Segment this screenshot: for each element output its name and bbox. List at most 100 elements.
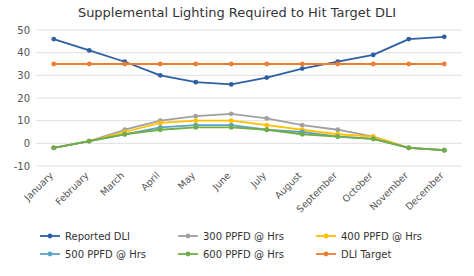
legend-marker xyxy=(324,234,329,239)
series xyxy=(51,62,446,67)
grid-line xyxy=(36,30,462,31)
point xyxy=(371,53,376,58)
point xyxy=(406,145,411,150)
x-tick-label: June xyxy=(210,170,233,193)
series xyxy=(51,111,446,152)
legend-marker xyxy=(48,252,53,257)
y-tick-label: 0 xyxy=(24,138,30,149)
point xyxy=(87,48,92,53)
point xyxy=(371,136,376,141)
y-axis: -1001020304050 xyxy=(14,25,462,172)
point xyxy=(335,62,340,67)
point xyxy=(300,62,305,67)
point xyxy=(193,118,198,123)
line xyxy=(54,127,445,150)
y-tick-label: 50 xyxy=(17,25,30,36)
point xyxy=(158,127,163,132)
point xyxy=(406,145,411,150)
series xyxy=(51,125,446,152)
y-tick-label: 30 xyxy=(17,70,30,81)
point xyxy=(264,127,269,132)
point xyxy=(51,62,56,67)
y-tick-label: 20 xyxy=(17,93,30,104)
series xyxy=(51,123,446,153)
point xyxy=(87,139,92,144)
point xyxy=(335,134,340,139)
line xyxy=(54,121,445,150)
point xyxy=(51,145,56,150)
series xyxy=(51,118,446,152)
y-tick-label: -10 xyxy=(14,161,30,172)
point xyxy=(264,75,269,80)
x-tick-label: March xyxy=(98,170,126,198)
point xyxy=(406,145,411,150)
legend-label: Reported DLI xyxy=(65,231,130,242)
legend: Reported DLI300 PPFD @ Hrs400 PPFD @ Hrs… xyxy=(40,231,422,260)
point xyxy=(300,123,305,128)
point xyxy=(371,136,376,141)
point xyxy=(442,148,447,153)
x-tick-label: September xyxy=(294,170,339,215)
line xyxy=(54,37,445,85)
point xyxy=(335,134,340,139)
x-tick-label: December xyxy=(403,170,446,213)
point xyxy=(122,132,127,137)
point xyxy=(264,116,269,121)
point xyxy=(406,145,411,150)
point xyxy=(442,148,447,153)
legend-label: 500 PPFD @ Hrs xyxy=(65,249,146,260)
y-tick-label: 40 xyxy=(17,47,30,58)
line xyxy=(54,125,445,150)
legend-marker xyxy=(48,234,53,239)
point xyxy=(229,62,234,67)
line xyxy=(54,114,445,150)
point xyxy=(264,127,269,132)
x-tick-label: October xyxy=(340,170,375,205)
x-tick-label: January xyxy=(21,169,55,203)
grid-line xyxy=(36,120,462,121)
point xyxy=(51,145,56,150)
point xyxy=(229,125,234,130)
point xyxy=(87,139,92,144)
grid-line xyxy=(36,75,462,76)
x-axis: JanuaryFebruaryMarchAprilMayJuneJulyAugu… xyxy=(21,169,446,214)
point xyxy=(229,111,234,116)
point xyxy=(193,80,198,85)
x-tick-label: May xyxy=(175,169,197,191)
point xyxy=(300,66,305,71)
grid-line xyxy=(36,98,462,99)
point xyxy=(87,62,92,67)
legend-marker xyxy=(186,234,191,239)
legend-label: 400 PPFD @ Hrs xyxy=(341,231,422,242)
point xyxy=(158,62,163,67)
point xyxy=(51,145,56,150)
point xyxy=(229,118,234,123)
point xyxy=(122,62,127,67)
x-tick-label: August xyxy=(272,169,303,200)
point xyxy=(442,34,447,39)
point xyxy=(87,139,92,144)
point xyxy=(335,127,340,132)
point xyxy=(193,125,198,130)
point xyxy=(158,73,163,78)
series xyxy=(51,34,446,86)
legend-marker xyxy=(186,252,191,257)
point xyxy=(406,37,411,42)
point xyxy=(442,148,447,153)
point xyxy=(122,132,127,137)
point xyxy=(51,145,56,150)
x-tick-label: July xyxy=(248,169,269,190)
point xyxy=(300,132,305,137)
point xyxy=(264,62,269,67)
chart: Supplemental Lighting Required to Hit Ta… xyxy=(0,0,474,276)
legend-marker xyxy=(324,252,329,257)
point xyxy=(264,123,269,128)
point xyxy=(193,114,198,119)
point xyxy=(406,62,411,67)
point xyxy=(442,148,447,153)
point xyxy=(229,82,234,87)
line xyxy=(54,63,445,65)
point xyxy=(51,37,56,42)
point xyxy=(158,121,163,126)
grid-line xyxy=(36,166,462,167)
